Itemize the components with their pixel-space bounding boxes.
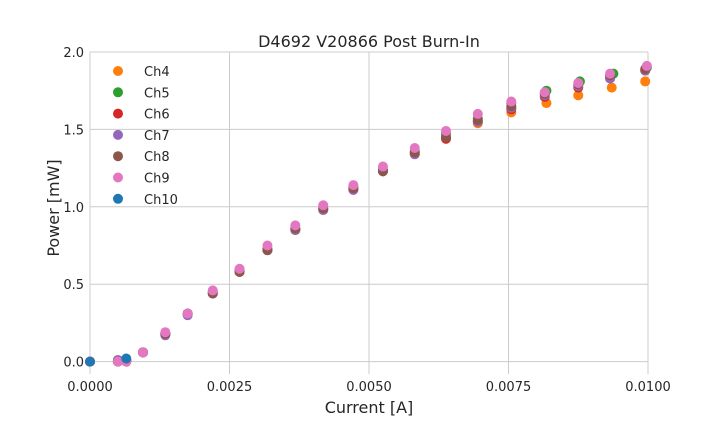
y-tick-label: 0.0 [63, 356, 84, 371]
data-point [573, 77, 584, 88]
legend-marker [113, 129, 123, 140]
data-point [207, 285, 218, 296]
data-point [348, 180, 359, 191]
series-ch8 [85, 64, 651, 367]
y-tick-label: 2.0 [63, 46, 84, 61]
data-point [182, 308, 193, 319]
data-point [640, 76, 651, 87]
data-points [85, 60, 652, 367]
series-ch7 [85, 65, 651, 367]
x-tick-label: 0.0100 [625, 380, 671, 395]
legend: Ch4 Ch5 Ch6 Ch7 Ch8 Ch9 Ch10 [113, 65, 178, 208]
legend-marker [113, 66, 123, 76]
legend-label: Ch10 [144, 193, 178, 208]
data-point [318, 200, 329, 211]
data-point [472, 108, 483, 119]
legend-label: Ch7 [144, 129, 170, 144]
data-point [138, 347, 149, 358]
data-point [377, 161, 388, 172]
x-axis-label: Current [A] [325, 398, 414, 417]
legend-marker [113, 172, 123, 183]
data-point [121, 353, 132, 364]
legend-label: Ch5 [144, 86, 170, 101]
legend-label: Ch9 [144, 172, 170, 187]
data-point [606, 82, 617, 93]
data-point [85, 356, 95, 367]
data-point [605, 68, 616, 79]
legend-label: Ch6 [144, 108, 170, 123]
data-point [262, 240, 273, 251]
y-tick-label: 0.5 [63, 278, 84, 293]
data-point [234, 263, 245, 274]
series-ch5 [85, 62, 652, 367]
legend-marker [113, 87, 123, 98]
data-point [290, 220, 301, 231]
x-tick-label: 0.0000 [67, 380, 113, 395]
series-ch9 [85, 60, 652, 367]
x-tick-label: 0.0075 [486, 380, 532, 395]
x-tick-label: 0.0050 [346, 380, 392, 395]
y-tick-label: 1.5 [63, 123, 84, 138]
data-point [441, 125, 452, 136]
data-point [641, 60, 652, 71]
axes: 0.0000 0.0025 0.0050 0.0075 0.0100 0.0 0.5 1.0 1… [63, 46, 670, 395]
legend-label: Ch4 [144, 65, 170, 80]
legend-label: Ch8 [144, 150, 170, 165]
series-ch4 [85, 76, 651, 367]
chart-title: D4692 V20866 Post Burn-In [258, 32, 480, 51]
legend-marker [113, 193, 123, 204]
data-point [539, 87, 550, 98]
data-point [573, 90, 584, 101]
series-ch10 [85, 353, 132, 367]
legend-marker [113, 108, 123, 119]
grid [89, 51, 649, 374]
legend-marker [113, 151, 123, 162]
data-point [506, 96, 517, 107]
y-axis-label: Power [mW] [44, 159, 63, 256]
x-tick-label: 0.0025 [207, 380, 253, 395]
series-ch6 [85, 65, 651, 367]
data-point [409, 142, 420, 153]
y-tick-label: 1.0 [63, 201, 84, 216]
data-point [160, 327, 171, 338]
data-point [112, 356, 123, 367]
